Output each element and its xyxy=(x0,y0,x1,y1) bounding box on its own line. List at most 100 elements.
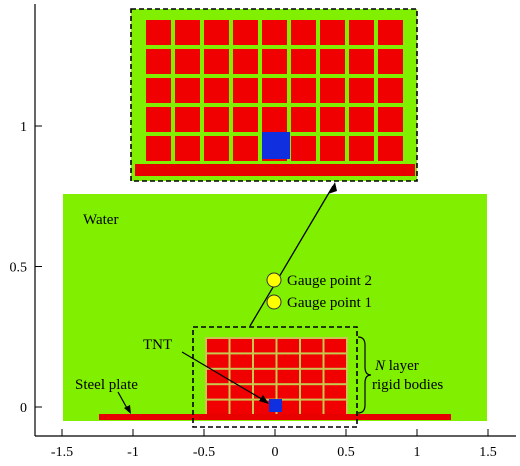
inset-rigid-body-cell xyxy=(291,49,316,74)
inset-rigid-body-cell xyxy=(349,78,374,103)
inset-rigid-body-cell xyxy=(175,20,200,45)
tnt-pointer-head xyxy=(259,395,269,404)
y-ticks: 00.511.522.5 xyxy=(10,120,42,416)
water-label: Water xyxy=(83,212,118,228)
rigid-body-cell xyxy=(301,369,323,384)
inset-rigid-body-cell xyxy=(320,107,345,132)
x-tick-label: 0 xyxy=(272,445,279,460)
inset-rigid-body-cell xyxy=(233,78,258,103)
rigid-body-cell xyxy=(254,369,276,384)
y-tick-label: 1 xyxy=(20,120,27,135)
inset-rigid-body-cell xyxy=(378,49,403,74)
x-ticks: -1.5 -1 -0.5 0 0.5 1 1.5 xyxy=(51,429,497,460)
gauge-point-1-label: Gauge point 1 xyxy=(287,295,372,311)
inset-rigid-body-cell xyxy=(175,78,200,103)
inset-border xyxy=(130,8,418,182)
y-tick-label: 0 xyxy=(20,401,27,416)
rigid-body-cell xyxy=(301,354,323,368)
layer-brace xyxy=(357,336,372,414)
rigid-body-grid xyxy=(207,339,346,414)
inset-tnt-charge xyxy=(262,132,290,159)
inset-rigid-body-cell xyxy=(146,78,171,103)
inset-steel-plate xyxy=(135,164,415,176)
zoom-arrowhead xyxy=(328,182,337,194)
rigid-body-cell xyxy=(324,369,346,384)
inset-rigid-body-cell xyxy=(146,136,171,161)
selection-box xyxy=(192,326,358,428)
rigid-body-cell xyxy=(207,385,229,399)
rigid-body-cell xyxy=(301,339,323,353)
rigid-body-cell xyxy=(254,385,276,399)
rigid-body-cell xyxy=(277,354,299,368)
inset-rigid-body-cell xyxy=(378,107,403,132)
inset-rigid-body-cell xyxy=(291,78,316,103)
inset-rigid-body-cell xyxy=(204,107,229,132)
tnt-label: TNT xyxy=(143,337,172,353)
rigid-body-cell xyxy=(324,339,346,353)
inset-rigid-body-cell xyxy=(262,49,287,74)
x-tick-label: -1 xyxy=(127,445,139,460)
inset-rigid-body-cell xyxy=(378,136,403,161)
inset-rigid-body-cell xyxy=(233,49,258,74)
inset-rigid-body-cell xyxy=(378,78,403,103)
rigid-body-cell xyxy=(254,354,276,368)
rigid-body-cell xyxy=(301,385,323,399)
inset-rigid-body-cell xyxy=(233,136,258,161)
inset-rigid-body-cell xyxy=(175,107,200,132)
rigid-body-cell xyxy=(207,354,229,368)
inset-rigid-body-cell xyxy=(204,20,229,45)
rigid-body-cell xyxy=(324,354,346,368)
inset-rigid-body-cell xyxy=(204,136,229,161)
layer-word: layer xyxy=(385,358,419,374)
rigid-body-cell xyxy=(230,385,252,399)
rigid-body-cell xyxy=(207,339,229,353)
inset-rigid-body-cell xyxy=(291,107,316,132)
rigid-body-cell xyxy=(277,369,299,384)
steel-plate-label: Steel plate xyxy=(75,377,138,393)
inset-rigid-body-cell xyxy=(291,136,316,161)
inset-rigid-body-cell xyxy=(320,20,345,45)
y-tick-label: 0.5 xyxy=(10,261,28,276)
inset-rigid-body-cell xyxy=(320,49,345,74)
inset-rigid-body-cell xyxy=(233,107,258,132)
x-tick-label: 1.5 xyxy=(479,445,497,460)
gauge-point-2-label: Gauge point 2 xyxy=(287,273,372,289)
inset-rigid-body-cell xyxy=(262,20,287,45)
rigid-body-cell xyxy=(324,400,346,414)
inset-rigid-body-cell xyxy=(378,20,403,45)
inset-rigid-body-cell xyxy=(349,49,374,74)
inset-rigid-body-cell xyxy=(349,20,374,45)
layer-n: N xyxy=(374,358,386,374)
rigid-body-cell xyxy=(324,385,346,399)
inset-rigid-body-cell xyxy=(175,49,200,74)
rigid-body-cell xyxy=(277,339,299,353)
x-tick-label: -0.5 xyxy=(193,445,215,460)
rigid-body-cell xyxy=(230,369,252,384)
rigid-body-cell xyxy=(230,339,252,353)
inset-grid xyxy=(146,20,403,161)
tnt-pointer xyxy=(181,351,266,402)
inset-rigid-body-cell xyxy=(262,107,287,132)
inset-rigid-body-cell xyxy=(349,107,374,132)
rigid-body-cell xyxy=(207,369,229,384)
inset-rigid-body-cell xyxy=(146,20,171,45)
layer-label: N layer xyxy=(374,358,419,374)
gauge-point-1-marker xyxy=(266,294,282,310)
rigid-body-cell xyxy=(230,354,252,368)
inset-rigid-body-cell xyxy=(262,78,287,103)
rigid-bodies-label: rigid bodies xyxy=(372,377,443,393)
x-tick-label: -1.5 xyxy=(51,445,73,460)
steel-plate xyxy=(99,414,451,420)
inset-rigid-body-cell xyxy=(146,107,171,132)
tnt-charge xyxy=(269,399,282,412)
inset-rigid-body-cell xyxy=(204,49,229,74)
steel-plate-pointer-head xyxy=(124,405,131,414)
inset-rigid-body-cell xyxy=(233,20,258,45)
inset-rigid-body-cell xyxy=(146,49,171,74)
rigid-body-cell xyxy=(301,400,323,414)
rigid-body-cell xyxy=(207,400,229,414)
rigid-body-cell xyxy=(230,400,252,414)
inset-rigid-body-cell xyxy=(291,20,316,45)
